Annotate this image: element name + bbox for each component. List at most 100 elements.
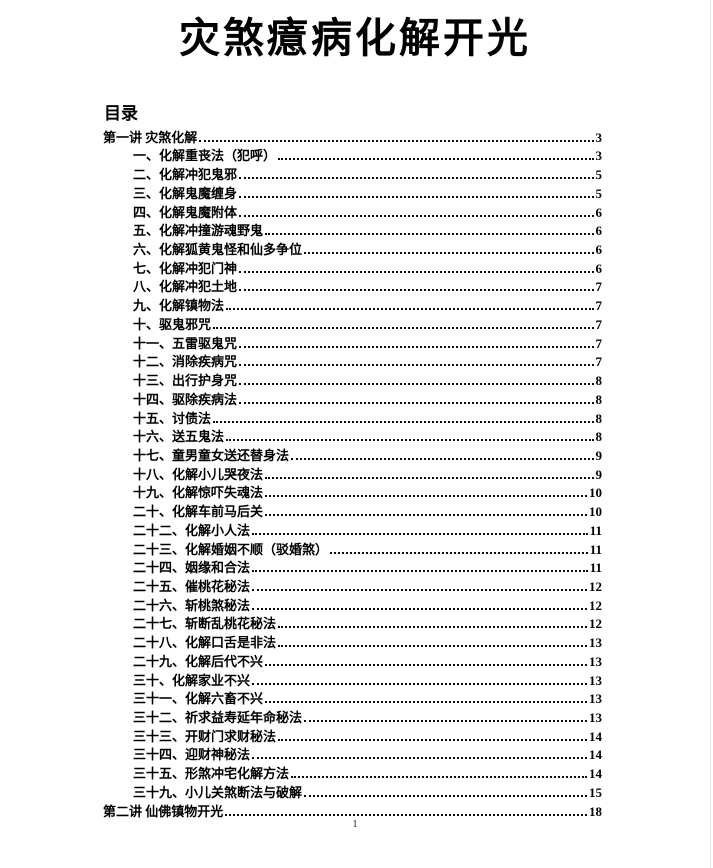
toc-entry-label: 三十九、小儿关煞断法与破解 bbox=[133, 784, 303, 800]
toc-entry: 二十八、化解口舌是非法 13 bbox=[103, 632, 602, 651]
toc-entry-page: 8 bbox=[595, 373, 603, 389]
page-number: 1 bbox=[352, 818, 358, 830]
toc-entry-label: 七、化解冲犯门神 bbox=[133, 260, 238, 276]
toc-dot-leader bbox=[252, 682, 587, 685]
toc-entry-page: 6 bbox=[595, 242, 603, 258]
toc-entry: 二十、化解车前马后关 10 bbox=[103, 501, 602, 520]
document-title: 灾煞癔病化解开光 bbox=[179, 15, 531, 61]
toc-entry-label: 十七、童男童女送还替身法 bbox=[133, 447, 290, 463]
toc-dot-leader bbox=[239, 401, 594, 404]
toc-entry-page: 14 bbox=[589, 766, 602, 782]
toc-dot-leader bbox=[239, 195, 594, 198]
toc-dot-leader bbox=[226, 308, 594, 311]
toc-entry-label: 十四、驱除疾病法 bbox=[133, 391, 238, 407]
toc-entry: 十九、化解惊吓失魂法 10 bbox=[103, 483, 602, 502]
toc-entry-page: 7 bbox=[595, 335, 603, 351]
toc-dot-leader bbox=[213, 326, 594, 329]
toc-dot-leader bbox=[239, 383, 594, 386]
toc-entry-page: 13 bbox=[589, 635, 602, 651]
toc-entry-page: 15 bbox=[589, 784, 602, 800]
toc-entry-page: 6 bbox=[595, 204, 603, 220]
toc-entry-label: 三十二、祈求益寿延年命秘法 bbox=[133, 710, 303, 725]
toc-entry: 十五、讨债法 8 bbox=[103, 408, 602, 427]
toc-entry-page: 5 bbox=[595, 167, 603, 183]
toc-entry-page: 13 bbox=[589, 672, 602, 688]
toc-entry-label: 十六、送五鬼法 bbox=[133, 429, 225, 445]
toc-dot-leader bbox=[291, 776, 587, 779]
toc-entry: 十一、五雷驱鬼咒 7 bbox=[103, 333, 602, 352]
toc-entry-label: 二十六、斩桃煞秘法 bbox=[133, 597, 251, 613]
toc-entry-page: 18 bbox=[589, 803, 602, 819]
toc-entry-label: 六、化解狐黄鬼怪和仙多争位 bbox=[133, 242, 303, 258]
toc-entry-page: 14 bbox=[589, 728, 602, 744]
toc-entry-label: 三十三、开财门求财秘法 bbox=[133, 728, 277, 744]
toc-entry-page: 10 bbox=[589, 485, 602, 501]
toc-entry: 三十四、迎财神秘法 14 bbox=[103, 745, 602, 764]
toc-entry-page: 14 bbox=[589, 747, 602, 763]
toc-entry: 第一讲 灾煞化解 3 bbox=[103, 127, 602, 146]
toc-dot-leader bbox=[239, 270, 594, 273]
toc-entry-page: 7 bbox=[595, 279, 603, 295]
toc-entry-page: 8 bbox=[595, 429, 603, 445]
toc-dot-leader bbox=[252, 607, 587, 610]
toc-entry-label: 三十一、化解六畜不兴 bbox=[133, 691, 264, 707]
toc-entry-page: 5 bbox=[595, 185, 603, 201]
toc-dot-leader bbox=[265, 495, 587, 498]
toc-entry: 十四、驱除疾病法 8 bbox=[103, 389, 602, 408]
toc-entry-label: 第二讲 仙佛镇物开光 bbox=[103, 803, 224, 819]
toc-entry-label: 二十四、姻缘和合法 bbox=[133, 560, 251, 576]
toc-entry-label: 五、化解冲撞游魂野鬼 bbox=[133, 223, 264, 239]
toc-dot-leader bbox=[252, 532, 588, 535]
toc-dot-leader bbox=[252, 570, 588, 573]
toc-dot-leader bbox=[252, 757, 587, 760]
toc-entry-page: 9 bbox=[595, 447, 603, 463]
toc-entry: 九、化解镇物法 7 bbox=[103, 295, 602, 314]
toc-entry: 二十五、催桃花秘法 12 bbox=[103, 576, 602, 595]
toc-entry-page: 6 bbox=[595, 223, 603, 239]
toc-entry: 三十、化解家业不兴 13 bbox=[103, 670, 602, 689]
toc-entry-page: 7 bbox=[595, 354, 603, 370]
toc-entry-label: 八、化解冲犯土地 bbox=[133, 279, 238, 295]
toc-entry-label: 三十四、迎财神秘法 bbox=[133, 747, 251, 763]
toc-entry-page: 13 bbox=[589, 691, 602, 707]
toc-entry: 三十二、祈求益寿延年命秘法 13 bbox=[103, 707, 602, 726]
toc-entry-page: 12 bbox=[589, 616, 602, 632]
toc-dot-leader bbox=[278, 645, 587, 648]
toc-entry: 三十五、形煞冲宅化解方法 14 bbox=[103, 763, 602, 782]
toc-entry: 十七、童男童女送还替身法 9 bbox=[103, 445, 602, 464]
toc-entry-page: 12 bbox=[589, 578, 602, 594]
toc-dot-leader bbox=[265, 476, 594, 479]
toc-entry-label: 十二、消除疾病咒 bbox=[133, 354, 238, 370]
toc-entry: 四、化解鬼魔附体 6 bbox=[103, 202, 602, 221]
toc-entry-page: 11 bbox=[589, 522, 602, 538]
toc-dot-leader bbox=[213, 420, 594, 423]
toc-entry: 八、化解冲犯土地 7 bbox=[103, 277, 602, 296]
toc-dot-leader bbox=[304, 252, 594, 255]
toc-entry: 二十二、化解小人法 11 bbox=[103, 520, 602, 539]
toc-entry-label: 二十二、化解小人法 bbox=[133, 522, 251, 538]
toc-entry: 十八、化解小儿哭夜法 9 bbox=[103, 464, 602, 483]
toc-dot-leader bbox=[278, 626, 587, 629]
toc-entry-label: 第一讲 灾煞化解 bbox=[103, 129, 198, 145]
toc-entry-label: 二十七、斩断乱桃花秘法 bbox=[133, 616, 277, 632]
toc-dot-leader bbox=[278, 158, 594, 161]
toc-dot-leader bbox=[226, 439, 594, 442]
toc-entry-label: 二十五、催桃花秘法 bbox=[133, 578, 251, 594]
toc-entry: 二十三、化解婚姻不顺（驳婚煞） 11 bbox=[103, 539, 602, 558]
toc-entry-page: 12 bbox=[589, 597, 602, 613]
toc-entry-page: 8 bbox=[595, 410, 603, 426]
toc-heading: 目录 bbox=[104, 104, 138, 123]
toc-entry: 十二、消除疾病咒 7 bbox=[103, 352, 602, 371]
toc-entry: 十三、出行护身咒 8 bbox=[103, 370, 602, 389]
toc-entry: 三、化解鬼魔缠身 5 bbox=[103, 183, 602, 202]
toc-entry-page: 11 bbox=[589, 541, 602, 557]
toc-entry-label: 十五、讨债法 bbox=[133, 410, 212, 426]
toc-entry-label: 四、化解鬼魔附体 bbox=[133, 204, 238, 220]
toc-entry: 三十九、小儿关煞断法与破解 15 bbox=[103, 782, 602, 801]
toc-entry: 二十六、斩桃煞秘法 12 bbox=[103, 595, 602, 614]
toc-entry-page: 7 bbox=[595, 316, 603, 332]
toc-entry: 五、化解冲撞游魂野鬼 6 bbox=[103, 221, 602, 240]
toc-entry-label: 一、化解重丧法（犯呼） bbox=[133, 148, 277, 164]
toc-entry-label: 十、驱鬼邪咒 bbox=[133, 316, 212, 332]
